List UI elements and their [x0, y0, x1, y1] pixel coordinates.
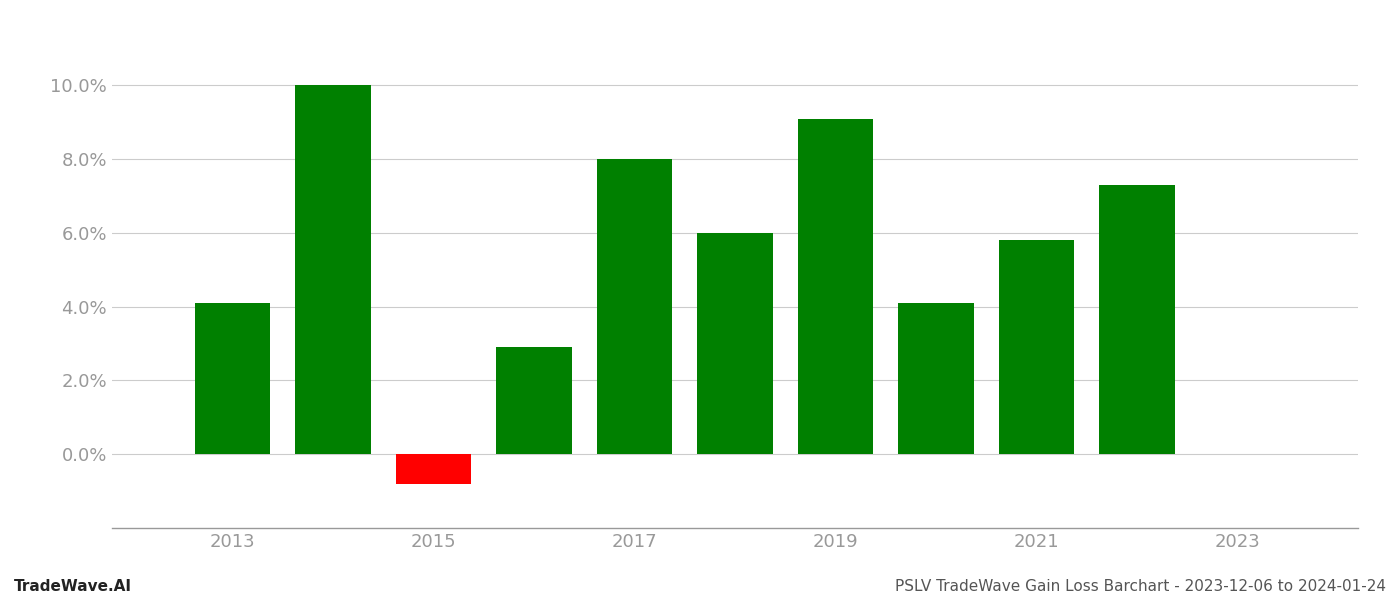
Bar: [798, 119, 874, 454]
Bar: [899, 303, 973, 454]
Bar: [195, 303, 270, 454]
Bar: [497, 347, 571, 454]
Bar: [697, 233, 773, 454]
Bar: [295, 85, 371, 454]
Text: TradeWave.AI: TradeWave.AI: [14, 579, 132, 594]
Bar: [396, 454, 472, 484]
Bar: [1099, 185, 1175, 454]
Text: PSLV TradeWave Gain Loss Barchart - 2023-12-06 to 2024-01-24: PSLV TradeWave Gain Loss Barchart - 2023…: [895, 579, 1386, 594]
Bar: [596, 159, 672, 454]
Bar: [998, 240, 1074, 454]
